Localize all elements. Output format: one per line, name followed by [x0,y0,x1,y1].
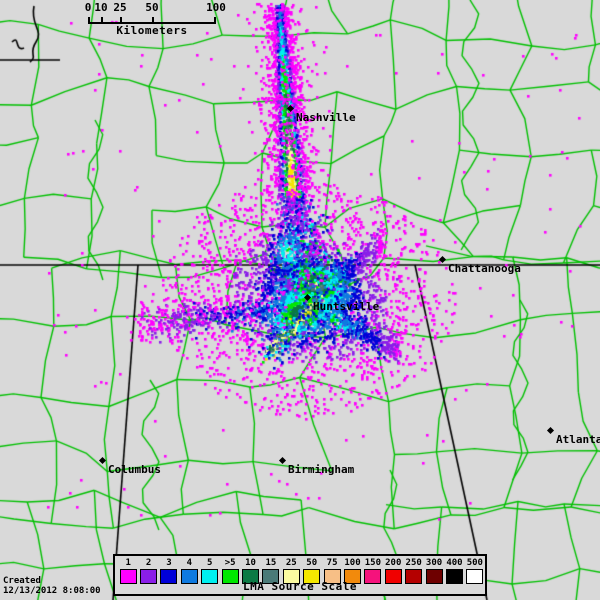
legend-color-swatch [425,569,443,584]
legend-color-swatch [160,569,178,584]
legend-color-swatch [242,569,260,584]
legend-entry-150: 150 [363,558,383,584]
legend-entry-500: 500 [465,558,485,584]
legend-entry-label: 4 [186,558,193,568]
legend-entry-label: 150 [364,558,382,568]
legend-color-swatch [343,569,361,584]
legend-entry-50: 50 [302,558,322,584]
legend-color-swatch [323,569,341,584]
legend-color-swatch [445,569,463,584]
legend-entry-100: 100 [342,558,362,584]
scale-tick-50 [152,17,154,24]
scale-bar: 0 10 25 50 100 Kilometers [84,1,226,38]
legend-entry-200: 200 [383,558,403,584]
legend-entry-label: 250 [405,558,422,568]
legend-entry-label: 100 [344,558,361,568]
city-label: Birmingham [288,463,355,476]
legend-entry-label: 10 [245,558,256,568]
city-label: Huntsville [313,300,380,313]
legend-entry-gt5: >5 [220,558,240,584]
legend-entry-label: 75 [326,558,338,568]
legend-color-swatch [303,569,321,584]
legend-color-swatch [384,569,402,584]
legend-color-swatch [405,569,423,584]
legend-entry-15: 15 [261,558,281,584]
legend-entry-25: 25 [281,558,301,584]
legend-entry-3: 3 [159,558,179,584]
legend-entry-label: 25 [285,558,297,568]
scale-bar-rule [88,17,216,24]
legend-entry-label: 3 [166,558,172,568]
legend-color-swatch [201,569,219,584]
legend-color-swatch [140,569,158,584]
scale-tick-label-50: 50 [145,1,159,14]
legend-entry-2: 2 [138,558,158,584]
legend-entry-75: 75 [322,558,342,584]
scale-tick-25 [120,17,122,24]
legend-entry-label: 300 [425,558,443,568]
legend-entry-4: 4 [179,558,199,584]
legend-color-swatch [119,569,137,584]
scale-tick-100 [214,17,216,24]
legend-color-swatch [282,569,300,584]
scale-bar-tick-labels: 0 10 25 50 100 [84,1,226,15]
city-label: Columbus [108,463,161,476]
legend-entry-400: 400 [444,558,464,584]
legend-entry-label: 50 [306,558,318,568]
city-label: Chattanooga [448,262,521,275]
legend-color-swatch [466,569,484,584]
created-label: Created [3,576,41,586]
legend-color-swatch [180,569,198,584]
created-stamp: Created 12/13/2012 8:08:00 [3,576,101,596]
scale-bar-caption: Kilometers [116,24,188,37]
legend-entry-5: 5 [200,558,220,584]
legend-color-swatch [364,569,382,584]
city-label: Atlanta [556,433,600,446]
legend-color-swatch [262,569,280,584]
legend-entry-label: >5 [224,558,236,568]
legend-entry-label: 5 [207,558,213,568]
legend-swatch-row: 1 2 3 4 5 >5 10 15 25 50 75 100 150 200 250 300 400 500 [118,558,485,584]
legend-entry-300: 300 [424,558,444,584]
legend-entry-label: 500 [466,558,483,568]
scale-tick-0 [88,17,90,24]
city-label: Nashville [296,111,356,124]
scale-tick-label-10: 10 [94,1,108,14]
legend-entry-10: 10 [240,558,260,584]
legend-entry-label: 200 [385,558,402,568]
legend-entry-1: 1 [118,558,138,584]
legend-entry-label: 1 [125,558,131,568]
legend-entry-250: 250 [403,558,423,584]
legend-title: LMA Source Scale [243,580,357,593]
legend-entry-label: 2 [145,558,152,568]
scale-tick-label-100: 100 [206,1,226,14]
scale-tick-label-25: 25 [113,1,127,14]
legend-entry-label: 15 [265,558,277,568]
created-timestamp: 12/13/2012 8:08:00 [3,586,101,596]
scale-tick-label-0: 0 [84,1,92,14]
legend-entry-label: 400 [446,558,463,568]
lma-source-scale-legend: 1 2 3 4 5 >5 10 15 25 50 75 100 150 200 250 300 400 500 L… [113,554,487,596]
scale-tick-10 [101,17,103,24]
legend-color-swatch [221,569,239,584]
